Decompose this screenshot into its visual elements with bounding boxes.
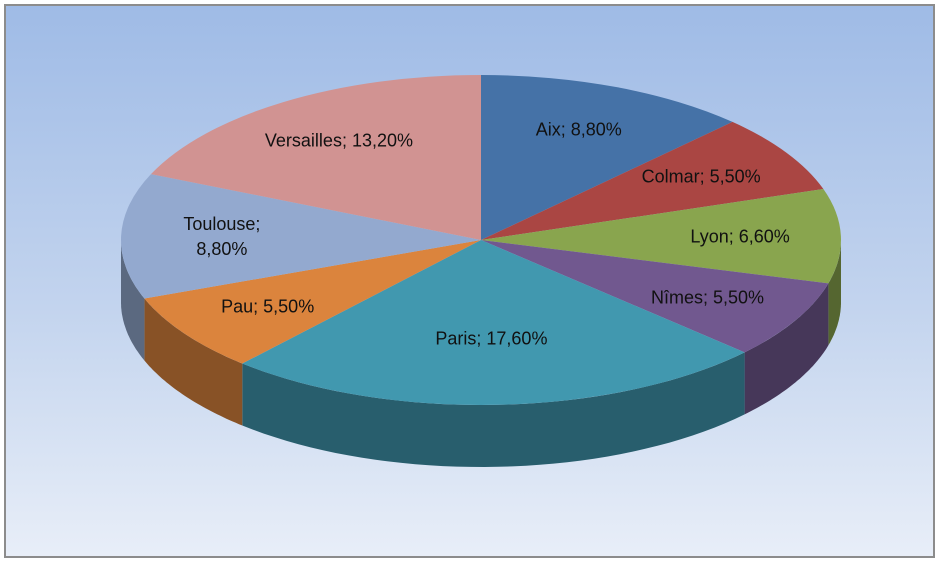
pie-side	[242, 352, 745, 467]
pie-slice	[150, 75, 481, 240]
pie-slice	[481, 121, 824, 240]
pie-slice	[121, 174, 482, 299]
data-label: Pau; 5,50%	[221, 296, 315, 317]
data-label: Paris; 17,60%	[435, 328, 548, 349]
pie-side	[121, 240, 145, 361]
pie-side	[828, 240, 841, 346]
pie-slice	[242, 240, 745, 405]
pie-side	[144, 298, 243, 426]
pie-slice	[481, 240, 829, 353]
data-label: Aix; 8,80%	[535, 119, 622, 140]
data-label: Lyon; 6,60%	[690, 226, 790, 247]
pie-slice	[144, 240, 481, 364]
data-label: Toulouse; 8,80%	[183, 213, 261, 260]
pie-side	[744, 283, 829, 415]
pie-slice	[481, 75, 733, 240]
data-label: Nîmes; 5,50%	[651, 287, 765, 308]
pie-slice	[481, 189, 842, 284]
data-label: Versailles; 13,20%	[264, 130, 413, 151]
data-label: Colmar; 5,50%	[641, 166, 761, 187]
